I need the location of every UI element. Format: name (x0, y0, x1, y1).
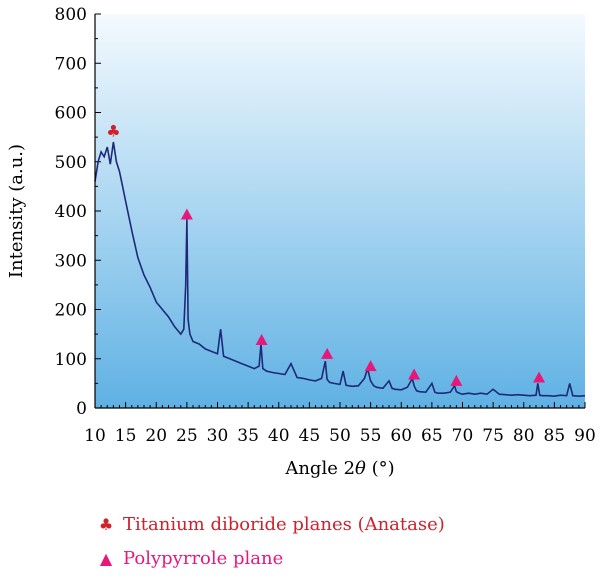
x-tick-label: 75 (482, 426, 504, 446)
y-tick-label: 400 (55, 202, 87, 222)
polypyrrole-peak-marker (180, 208, 193, 220)
polypyrrole-peak-marker (364, 360, 377, 372)
x-tick-label: 85 (544, 426, 566, 446)
polypyrrole-peak-marker (450, 374, 463, 386)
legend-item-titanium-diboride: ♣ Titanium diboride planes (Anatase) (95, 514, 445, 535)
triangle-icon: ▲ (99, 549, 113, 568)
intensity-series-line (94, 141, 586, 398)
y-tick-label: 500 (55, 153, 87, 173)
x-tick-label: 70 (452, 426, 474, 446)
x-axis-title-theta: θ (355, 458, 366, 479)
x-axis-ticks: 10 15 20 25 30 35 40 45 50 55 60 65 70 75 80 85 90 (84, 402, 596, 446)
titanium-diboride-peak-marker: ♣ (106, 122, 120, 141)
y-tick-label: 0 (76, 399, 87, 419)
y-axis-ticks: 0 100 200 300 400 500 600 700 800 (55, 5, 101, 419)
x-tick-label: 80 (513, 426, 535, 446)
x-axis-title-suffix: (°) (366, 458, 395, 479)
plot-background (95, 14, 585, 408)
y-tick-label: 300 (55, 251, 87, 271)
y-tick-label: 800 (55, 5, 87, 25)
y-tick-label: 200 (55, 301, 87, 321)
x-tick-label: 20 (145, 426, 167, 446)
x-tick-label: 45 (299, 426, 321, 446)
x-tick-label: 90 (574, 426, 596, 446)
x-tick-label: 35 (237, 426, 259, 446)
legend-label-titanium-diboride: Titanium diboride planes (Anatase) (123, 514, 445, 535)
x-tick-label: 30 (207, 426, 229, 446)
y-axis-title: Intensity (a.u.) (6, 144, 27, 278)
x-tick-label: 10 (84, 426, 106, 446)
y-tick-label: 700 (55, 54, 87, 74)
club-icon: ♣ (98, 515, 114, 534)
polypyrrole-peak-marker (533, 371, 546, 383)
x-tick-label: 50 (329, 426, 351, 446)
polypyrrole-peak-marker (321, 347, 334, 359)
legend-item-polypyrrole: ▲ Polypyrrole plane (95, 548, 283, 569)
x-tick-label: 60 (390, 426, 412, 446)
x-axis-title-prefix: Angle 2 (284, 458, 355, 479)
x-tick-label: 55 (360, 426, 382, 446)
x-tick-label: 25 (176, 426, 198, 446)
peak-markers: ♣ (106, 122, 546, 386)
y-tick-label: 100 (55, 350, 87, 370)
x-tick-label: 65 (421, 426, 443, 446)
x-axis-title: Angle 2θ (°) (284, 458, 394, 479)
x-tick-label: 15 (115, 426, 137, 446)
y-tick-label: 600 (55, 104, 87, 124)
polypyrrole-peak-marker (255, 334, 268, 346)
legend-label-polypyrrole: Polypyrrole plane (123, 548, 284, 569)
polypyrrole-peak-marker (408, 368, 421, 380)
x-tick-label: 40 (268, 426, 290, 446)
